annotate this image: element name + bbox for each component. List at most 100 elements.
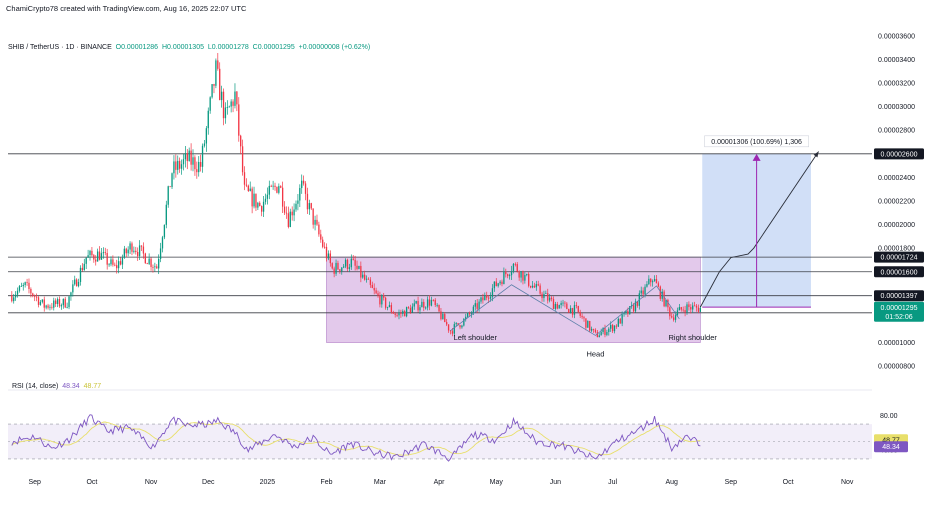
candle-body-214 — [419, 307, 421, 311]
candle-body-175 — [344, 259, 347, 267]
candle-body-77 — [158, 258, 160, 269]
candle-body-151 — [299, 188, 301, 201]
axes-layer: 0.00003600 0.00003400 0.00003200 0.00003000… — [28, 33, 924, 486]
candle-body-63 — [131, 243, 133, 252]
level-badge-2: 0.00001600 — [881, 269, 918, 276]
candle-body-249 — [486, 295, 488, 298]
candle-body-172 — [339, 269, 341, 272]
candle-body-178 — [350, 258, 352, 268]
candle-body-56 — [117, 261, 120, 269]
candle-body-40 — [87, 255, 89, 258]
candle-body-50 — [106, 252, 108, 265]
x-tick-label-1: Oct — [86, 479, 97, 486]
candle-body-57 — [119, 261, 122, 265]
candle-body-294 — [571, 308, 574, 315]
candle-body-306 — [594, 329, 597, 333]
annotation-head: Head — [586, 350, 604, 359]
x-tick-label-2: Nov — [145, 479, 158, 486]
candle-body-264 — [514, 263, 517, 265]
candle-body-277 — [539, 285, 541, 294]
candle-body-203 — [398, 313, 400, 316]
candle-body-206 — [404, 311, 406, 317]
x-tick-label-10: Jul — [608, 479, 617, 486]
candle-body-166 — [327, 253, 330, 259]
candle-body-83 — [169, 186, 171, 188]
candle-body-68 — [140, 245, 143, 247]
candle-body-266 — [518, 271, 520, 278]
candle-body-255 — [497, 283, 499, 287]
candle-body-137 — [272, 185, 274, 187]
candle-body-276 — [537, 284, 539, 286]
candle-body-55 — [116, 265, 118, 269]
x-tick-label-12: Sep — [725, 479, 738, 486]
candle-body-330 — [640, 290, 642, 294]
candle-body-96 — [194, 157, 196, 170]
candle-body-79 — [161, 237, 164, 249]
projection-arrowhead — [813, 151, 819, 158]
candle-body-89 — [180, 164, 183, 169]
candle-body-156 — [308, 203, 311, 210]
candle-body-186 — [365, 278, 368, 280]
candle-body-150 — [297, 200, 299, 204]
candle-body-262 — [510, 271, 513, 276]
candle-body-328 — [636, 301, 639, 306]
y-tick-label-6: 0.00002400 — [878, 175, 915, 182]
low-value: L0.00001278 — [207, 44, 249, 51]
level-badge-1: 0.00001724 — [881, 255, 918, 262]
candle-body-271 — [528, 273, 530, 286]
candle-body-28 — [64, 298, 66, 308]
candle-body-41 — [89, 250, 91, 256]
rsi-badge-bg-1 — [874, 441, 908, 453]
candle-body-147 — [291, 211, 293, 216]
candle-body-357 — [692, 305, 694, 310]
candle-body-48 — [102, 252, 105, 254]
candle-body-302 — [587, 320, 589, 328]
change-value: +0.00000008 (+0.62%) — [298, 44, 371, 51]
candle-body-16 — [41, 299, 43, 302]
candle-body-169 — [333, 268, 335, 274]
candle-body-326 — [632, 305, 635, 312]
x-tick-label-11: Aug — [666, 479, 679, 486]
candle-body-76 — [156, 266, 158, 269]
candles-layer — [11, 52, 702, 338]
x-tick-label-0: Sep — [28, 479, 41, 486]
candle-body-193 — [379, 295, 381, 305]
candle-body-191 — [375, 290, 377, 294]
candle-body-116 — [232, 101, 234, 106]
candle-body-263 — [512, 263, 515, 272]
candle-body-352 — [682, 309, 684, 311]
candle-body-347 — [672, 317, 675, 320]
candle-body-153 — [302, 180, 305, 184]
rsi-ma-value: 48.77 — [83, 383, 102, 390]
candle-body-320 — [621, 314, 623, 324]
candle-body-163 — [322, 239, 324, 247]
candle-body-301 — [585, 318, 587, 328]
candle-body-121 — [241, 146, 244, 173]
candle-body-61 — [127, 249, 129, 254]
candle-body-59 — [123, 248, 126, 258]
candle-body-317 — [615, 325, 618, 327]
candle-body-226 — [442, 314, 444, 320]
candle-body-316 — [613, 325, 616, 332]
candle-body-346 — [671, 316, 673, 318]
last-price-timer: 01:52:06 — [885, 314, 912, 321]
level-badge-0: 0.00002600 — [881, 151, 918, 158]
candle-body-19 — [47, 305, 49, 308]
candle-body-321 — [623, 313, 625, 315]
candle-body-10 — [30, 288, 32, 294]
candle-body-298 — [579, 311, 581, 316]
candle-body-26 — [60, 305, 63, 307]
candle-body-289 — [562, 302, 564, 304]
candle-body-189 — [371, 284, 373, 288]
candle-body-73 — [150, 258, 152, 267]
candle-body-110 — [220, 91, 223, 101]
y-tick-label-2: 0.00003200 — [878, 81, 915, 88]
symbol-name: SHIB / TetherUS · 1D · BINANCE — [8, 44, 112, 51]
candle-body-246 — [480, 297, 482, 302]
candle-body-354 — [686, 304, 688, 313]
candle-body-171 — [337, 262, 339, 270]
candle-body-233 — [455, 323, 457, 325]
candle-body-209 — [409, 307, 412, 313]
candle-body-84 — [171, 173, 173, 188]
